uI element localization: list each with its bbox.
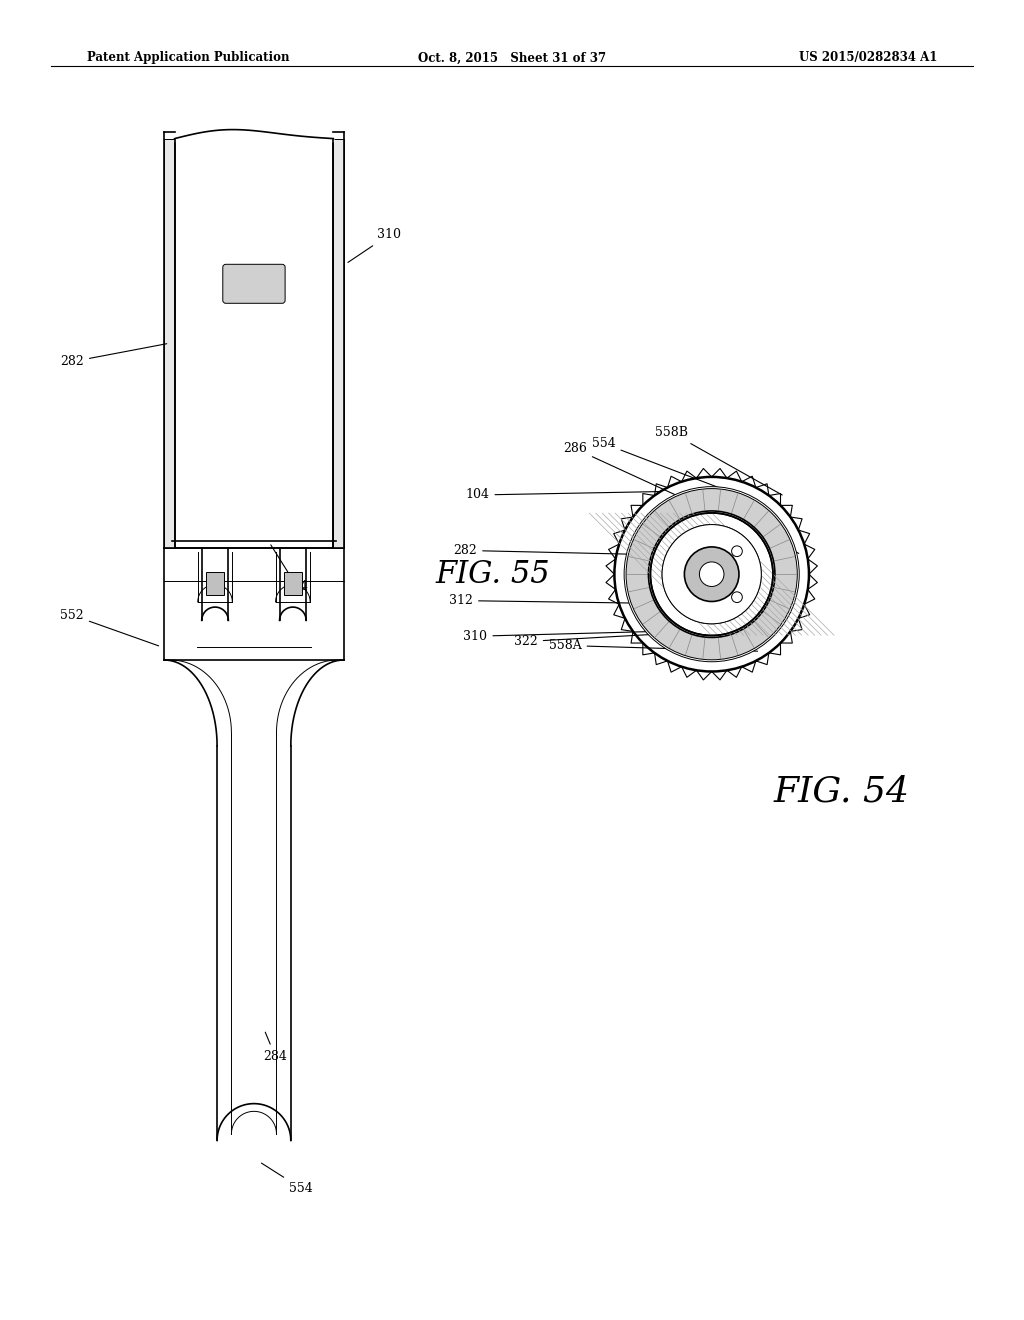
- Circle shape: [684, 546, 739, 602]
- Circle shape: [624, 487, 799, 661]
- Text: 310: 310: [348, 228, 400, 263]
- Text: 284: 284: [263, 1032, 287, 1063]
- Circle shape: [648, 511, 775, 638]
- Circle shape: [650, 513, 773, 635]
- Circle shape: [626, 488, 798, 660]
- Text: Oct. 8, 2015   Sheet 31 of 37: Oct. 8, 2015 Sheet 31 of 37: [418, 51, 606, 65]
- Text: 560: 560: [666, 554, 739, 568]
- Bar: [285, 572, 301, 595]
- Text: 558A: 558A: [549, 639, 758, 652]
- Text: 554: 554: [592, 437, 748, 499]
- Text: 556: 556: [690, 495, 799, 553]
- FancyBboxPatch shape: [223, 264, 285, 304]
- Text: 282: 282: [454, 544, 652, 557]
- Circle shape: [614, 477, 809, 672]
- Text: 310: 310: [464, 630, 685, 643]
- Circle shape: [699, 562, 724, 586]
- Bar: [334, 139, 344, 548]
- Text: 282: 282: [60, 343, 167, 368]
- Text: 286: 286: [563, 442, 719, 515]
- Text: FIG. 54: FIG. 54: [773, 775, 909, 809]
- Text: 558B: 558B: [655, 426, 782, 495]
- Text: Patent Application Publication: Patent Application Publication: [87, 51, 290, 65]
- Circle shape: [663, 524, 761, 624]
- Bar: [164, 139, 174, 548]
- Text: 552: 552: [60, 609, 159, 645]
- Bar: [207, 572, 223, 595]
- Text: 104: 104: [270, 545, 308, 593]
- Circle shape: [731, 546, 742, 557]
- Text: 312: 312: [450, 594, 655, 607]
- Text: 104: 104: [466, 488, 660, 502]
- Bar: [174, 139, 334, 548]
- Text: 554: 554: [261, 1163, 312, 1195]
- Circle shape: [731, 591, 742, 602]
- Text: 322: 322: [514, 631, 719, 648]
- Text: FIG. 55: FIG. 55: [435, 558, 550, 590]
- Text: US 2015/0282834 A1: US 2015/0282834 A1: [799, 51, 937, 65]
- Circle shape: [663, 524, 761, 624]
